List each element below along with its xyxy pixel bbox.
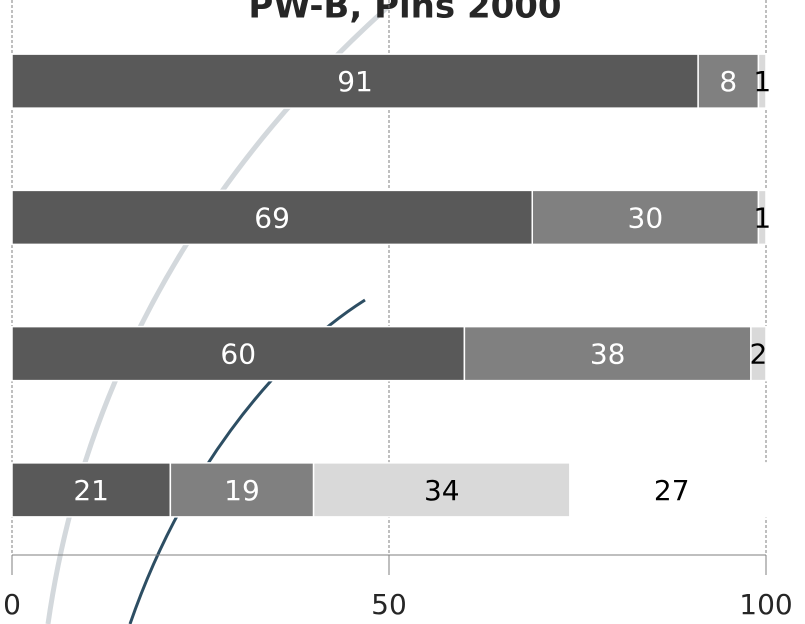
data-label: 69 [254, 201, 290, 234]
data-label: 19 [224, 474, 260, 507]
bar-segment [750, 325, 767, 382]
bar-segment [312, 462, 571, 518]
x-tick-label: 100 [739, 588, 792, 621]
bar-segment [463, 325, 752, 382]
bar-segment [757, 53, 767, 109]
data-label: 8 [719, 65, 737, 98]
data-label: 91 [337, 65, 373, 98]
bar-segment [169, 462, 315, 518]
data-label: 30 [628, 201, 664, 234]
x-tick-label: 50 [371, 588, 407, 621]
bar-segment [11, 325, 466, 382]
data-label: 1 [753, 201, 771, 234]
data-label: 27 [654, 474, 690, 507]
bar-segment [697, 53, 760, 109]
data-label: 21 [73, 474, 109, 507]
data-label: 38 [590, 338, 626, 371]
data-label: 34 [424, 474, 460, 507]
bar-segment [757, 189, 767, 246]
chart-title: PW-B, Pins 2000 [248, 0, 561, 27]
data-label: 2 [750, 338, 768, 371]
bar-segment [531, 189, 760, 246]
x-tick-label: 0 [3, 588, 21, 621]
data-label: 60 [220, 338, 256, 371]
data-label: 1 [753, 65, 771, 98]
bar-segment [569, 462, 775, 518]
